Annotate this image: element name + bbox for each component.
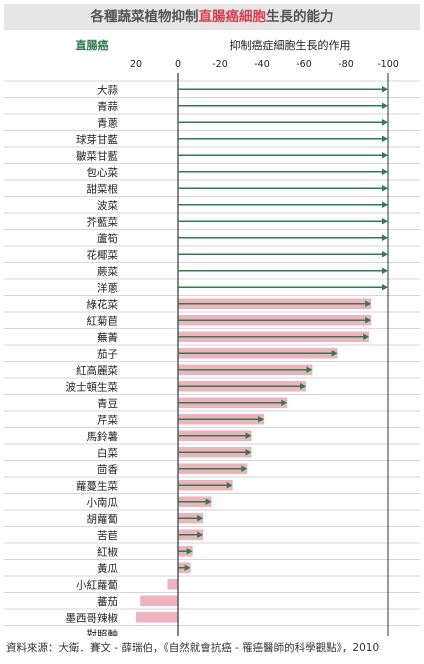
category-label: 大蒜 [97, 83, 118, 96]
arrow-head [382, 201, 388, 208]
arrow-head [258, 416, 265, 423]
arrow-head [363, 333, 370, 340]
category-label: 蘆筍 [97, 232, 118, 245]
category-label: 包心菜 [87, 166, 119, 179]
category-label: 紅高麗菜 [76, 364, 118, 377]
bar [136, 612, 178, 623]
x-tick-label: 20 [130, 59, 142, 70]
arrow-head [365, 300, 372, 307]
category-label: 洋蔥 [97, 281, 118, 294]
arrow-head [365, 317, 372, 324]
chart: 直腸癌 抑制癌症細胞生長的作用 20 0 -20 -40 -60 -80 -100 大蒜青蒜青蔥球… [4, 38, 420, 636]
title-suffix: 生長的能力 [266, 9, 334, 25]
arrow-head [382, 152, 388, 159]
category-label: 波菜 [97, 199, 118, 212]
arrow-head [245, 449, 252, 456]
category-label: 蘿蔓生菜 [76, 479, 118, 492]
category-label: 青豆 [97, 397, 118, 410]
arrow-head [241, 465, 248, 472]
category-label: 波士頓生菜 [66, 380, 119, 393]
category-label: 胡蘿蔔 [87, 512, 119, 525]
category-label: 白菜 [97, 446, 118, 459]
arrow-head [382, 135, 388, 142]
arrow-head [281, 399, 288, 406]
arrow-head [300, 383, 307, 390]
arrow-head [382, 185, 388, 192]
arrow-head [184, 564, 191, 571]
bar [167, 579, 178, 590]
arrow-head [382, 267, 388, 274]
arrow-head [382, 284, 388, 291]
arrow-head [382, 86, 388, 93]
category-label: 花椰菜 [87, 248, 119, 261]
category-label: 綠花菜 [87, 298, 119, 311]
x-axis-label: 抑制癌症細胞生長的作用 [230, 38, 351, 52]
category-label: 蕪菁 [97, 331, 118, 344]
category-label: 茴香 [97, 464, 118, 476]
x-tick-label: -80 [338, 59, 354, 70]
category-label: 球芽甘藍 [76, 133, 118, 146]
category-label: 青蔥 [97, 116, 118, 129]
arrow-head [197, 531, 204, 538]
arrow-head [331, 350, 338, 357]
arrow-head [382, 102, 388, 109]
category-label: 芥藍菜 [87, 215, 119, 228]
arrow-head [226, 482, 233, 489]
category-label: 馬鈴薯 [87, 430, 119, 443]
arrow-head [382, 168, 388, 175]
arrow-head [245, 432, 252, 439]
x-tick-label: -20 [212, 59, 228, 70]
x-tick-label: -40 [254, 59, 270, 70]
arrow-head [205, 498, 212, 505]
category-label: 紅椒 [97, 545, 118, 558]
category-label: 皺菜甘藍 [76, 149, 118, 162]
category-label: 蕃茄 [97, 595, 118, 608]
y-axis-label: 直腸癌 [76, 38, 109, 52]
category-label: 芹菜 [97, 414, 118, 426]
title-prefix: 各種蔬菜植物抑制 [90, 9, 199, 25]
category-label: 茄子 [97, 347, 118, 360]
category-label: 墨西哥辣椒 [66, 611, 119, 624]
x-tick-label: -100 [377, 59, 399, 70]
arrow-head [382, 234, 388, 241]
category-label: 紅菊苣 [87, 315, 119, 327]
category-label: 青蒜 [97, 100, 118, 113]
category-label: 蕨菜 [97, 266, 118, 278]
arrow-head [197, 515, 204, 522]
category-label: 小南瓜 [87, 496, 119, 509]
source-note: 資料來源：大衛．賽文 - 薛瑞伯，《自然就會抗癌 - 罹癌醫師的科學觀點》，20… [6, 642, 380, 654]
arrow-head [382, 119, 388, 126]
bar [140, 595, 178, 606]
category-label: 對照軸 [87, 628, 119, 636]
x-tick-label: -60 [296, 59, 312, 70]
category-label: 苦苣 [97, 529, 118, 542]
x-tick-label: 0 [175, 59, 181, 70]
category-label: 甜菜根 [87, 182, 119, 195]
category-label: 黃瓜 [97, 562, 118, 575]
arrow-head [306, 366, 313, 373]
category-label: 小紅蘿蔔 [76, 578, 118, 591]
arrow-head [382, 251, 388, 258]
arrow-head [186, 548, 193, 555]
arrow-head [382, 218, 388, 225]
chart-title: 各種蔬菜植物抑制直腸癌細胞生長的能力 [4, 4, 420, 30]
title-highlight: 直腸癌細胞 [198, 9, 267, 25]
